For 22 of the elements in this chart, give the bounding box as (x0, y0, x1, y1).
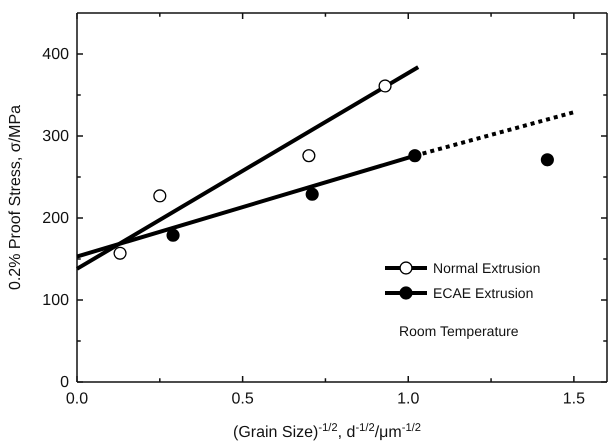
legend-label: Normal Extrusion (433, 260, 540, 276)
point (378, 79, 392, 93)
y-tick-label: 100 (42, 292, 70, 310)
point (166, 228, 180, 242)
x-tick-label: 1.5 (562, 390, 586, 408)
x-tick-label: 0.5 (232, 390, 254, 408)
annotation: Room Temperature (399, 323, 519, 339)
x-tick-label: 1.0 (397, 390, 420, 408)
point (408, 149, 422, 162)
point (153, 189, 166, 202)
legend-label: ECAE Extrusion (433, 285, 534, 301)
y-tick-label: 200 (42, 210, 70, 228)
y-tick-label: 300 (42, 128, 70, 146)
y-axis-title: 0.2% Proof Stress, σ/MPa (7, 104, 24, 290)
x-axis-title: (Grain Size)$^{-1/2}$, d$^{-1/2}$/μm$^{-1/2}$ (233, 422, 421, 441)
y-tick-label: 400 (42, 46, 70, 64)
point (113, 246, 127, 260)
point (302, 149, 316, 162)
point (540, 153, 554, 166)
x-tick-label: 0.0 (66, 390, 88, 408)
point (306, 188, 319, 201)
y-tick-label: 0 (60, 374, 70, 392)
